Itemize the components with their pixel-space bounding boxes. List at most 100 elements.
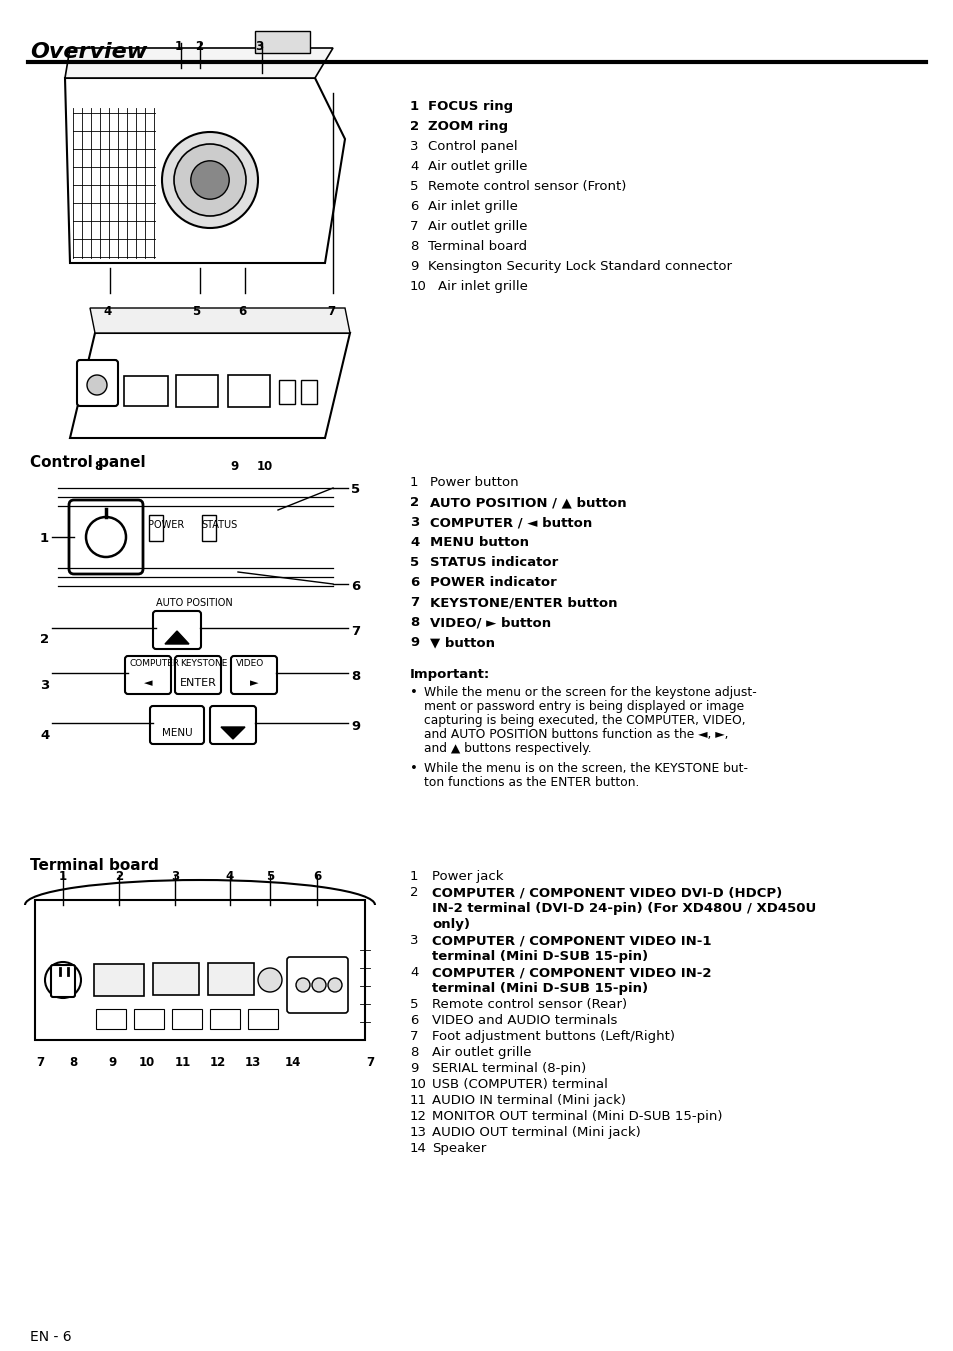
Text: 6: 6 bbox=[410, 1015, 418, 1027]
Text: 3: 3 bbox=[171, 870, 179, 884]
FancyBboxPatch shape bbox=[69, 500, 143, 574]
FancyBboxPatch shape bbox=[210, 1009, 240, 1029]
Text: 1: 1 bbox=[174, 41, 183, 53]
Text: ◄: ◄ bbox=[144, 678, 152, 688]
Text: 13: 13 bbox=[245, 1056, 261, 1069]
Text: 4: 4 bbox=[226, 870, 233, 884]
FancyBboxPatch shape bbox=[202, 515, 215, 540]
Text: 8: 8 bbox=[410, 616, 418, 630]
Text: 4: 4 bbox=[410, 536, 418, 549]
FancyBboxPatch shape bbox=[152, 963, 199, 994]
Text: ►: ► bbox=[250, 678, 258, 688]
Text: ton functions as the ENTER button.: ton functions as the ENTER button. bbox=[423, 775, 639, 789]
Text: While the menu is on the screen, the KEYSTONE but-: While the menu is on the screen, the KEY… bbox=[423, 762, 747, 775]
Text: Air inlet grille: Air inlet grille bbox=[428, 200, 517, 213]
Polygon shape bbox=[70, 332, 350, 438]
Text: STATUS: STATUS bbox=[201, 520, 237, 530]
Text: 10: 10 bbox=[256, 459, 273, 473]
Text: 6: 6 bbox=[410, 576, 418, 589]
Circle shape bbox=[86, 517, 126, 557]
Text: 10: 10 bbox=[139, 1056, 155, 1069]
Text: 6: 6 bbox=[237, 305, 246, 317]
Text: COMPUTER / ◄ button: COMPUTER / ◄ button bbox=[430, 516, 592, 530]
Text: While the menu or the screen for the keystone adjust-: While the menu or the screen for the key… bbox=[423, 686, 756, 698]
Text: terminal (Mini D-SUB 15-pin): terminal (Mini D-SUB 15-pin) bbox=[432, 950, 647, 963]
Text: Air outlet grille: Air outlet grille bbox=[432, 1046, 531, 1059]
Text: 7: 7 bbox=[410, 1029, 418, 1043]
Text: USB (COMPUTER) terminal: USB (COMPUTER) terminal bbox=[432, 1078, 607, 1092]
Text: and ▲ buttons respectively.: and ▲ buttons respectively. bbox=[423, 742, 591, 755]
Text: 5: 5 bbox=[192, 305, 200, 317]
Circle shape bbox=[295, 978, 310, 992]
Text: 1: 1 bbox=[410, 870, 418, 884]
FancyBboxPatch shape bbox=[172, 1009, 202, 1029]
Text: POWER: POWER bbox=[148, 520, 184, 530]
Text: 9: 9 bbox=[410, 636, 418, 648]
Text: 4: 4 bbox=[40, 730, 50, 742]
Text: AUTO POSITION / ▲ button: AUTO POSITION / ▲ button bbox=[430, 496, 626, 509]
Text: KEYSTONE: KEYSTONE bbox=[180, 659, 227, 667]
Text: MENU: MENU bbox=[161, 728, 193, 738]
Text: Power button: Power button bbox=[430, 476, 518, 489]
Text: •: • bbox=[410, 762, 417, 775]
Text: STATUS indicator: STATUS indicator bbox=[430, 557, 558, 569]
Circle shape bbox=[328, 978, 341, 992]
Text: 3: 3 bbox=[410, 141, 418, 153]
Text: ▼ button: ▼ button bbox=[430, 636, 495, 648]
Text: COMPUTER: COMPUTER bbox=[130, 659, 180, 667]
Text: 12: 12 bbox=[210, 1056, 226, 1069]
Text: 6: 6 bbox=[351, 580, 360, 593]
Text: 4: 4 bbox=[410, 966, 418, 979]
Text: POWER indicator: POWER indicator bbox=[430, 576, 557, 589]
Text: Air outlet grille: Air outlet grille bbox=[428, 159, 527, 173]
FancyBboxPatch shape bbox=[94, 965, 144, 996]
Text: 7: 7 bbox=[327, 305, 335, 317]
Text: 3: 3 bbox=[410, 516, 418, 530]
FancyBboxPatch shape bbox=[35, 900, 365, 1040]
FancyBboxPatch shape bbox=[248, 1009, 277, 1029]
Text: 9: 9 bbox=[410, 1062, 418, 1075]
Circle shape bbox=[173, 145, 246, 216]
Text: 9: 9 bbox=[109, 1056, 117, 1069]
Text: 8: 8 bbox=[351, 670, 360, 684]
Text: Control panel: Control panel bbox=[428, 141, 517, 153]
Text: 7: 7 bbox=[366, 1056, 374, 1069]
Text: 5: 5 bbox=[410, 998, 418, 1011]
Text: 8: 8 bbox=[69, 1056, 77, 1069]
FancyBboxPatch shape bbox=[133, 1009, 164, 1029]
Polygon shape bbox=[65, 49, 333, 78]
Text: AUDIO IN terminal (Mini jack): AUDIO IN terminal (Mini jack) bbox=[432, 1094, 625, 1106]
Text: 9: 9 bbox=[351, 720, 359, 734]
FancyBboxPatch shape bbox=[301, 380, 316, 404]
Text: AUTO POSITION: AUTO POSITION bbox=[156, 598, 233, 608]
FancyBboxPatch shape bbox=[77, 359, 118, 407]
Text: 7: 7 bbox=[410, 596, 418, 609]
FancyBboxPatch shape bbox=[287, 957, 348, 1013]
Text: 7: 7 bbox=[410, 220, 418, 232]
Text: Air outlet grille: Air outlet grille bbox=[428, 220, 527, 232]
Text: 2: 2 bbox=[194, 41, 203, 53]
Text: 9: 9 bbox=[410, 259, 418, 273]
FancyBboxPatch shape bbox=[124, 376, 168, 407]
Text: 8: 8 bbox=[93, 459, 102, 473]
Text: 13: 13 bbox=[410, 1125, 427, 1139]
Text: Terminal board: Terminal board bbox=[428, 240, 527, 253]
Text: only): only) bbox=[432, 917, 470, 931]
Text: MENU button: MENU button bbox=[430, 536, 529, 549]
Text: 1: 1 bbox=[410, 100, 418, 113]
Circle shape bbox=[191, 161, 229, 199]
Text: VIDEO and AUDIO terminals: VIDEO and AUDIO terminals bbox=[432, 1015, 617, 1027]
Circle shape bbox=[257, 969, 282, 992]
Text: 2: 2 bbox=[410, 886, 418, 898]
Text: 4: 4 bbox=[410, 159, 418, 173]
Text: 5: 5 bbox=[410, 180, 418, 193]
Circle shape bbox=[45, 962, 81, 998]
Polygon shape bbox=[90, 308, 350, 332]
Text: Air inlet grille: Air inlet grille bbox=[437, 280, 527, 293]
Text: 3: 3 bbox=[254, 41, 263, 53]
Text: 14: 14 bbox=[410, 1142, 426, 1155]
Polygon shape bbox=[65, 78, 345, 263]
Text: COMPUTER / COMPONENT VIDEO IN-2: COMPUTER / COMPONENT VIDEO IN-2 bbox=[432, 966, 711, 979]
Text: 14: 14 bbox=[285, 1056, 301, 1069]
Circle shape bbox=[162, 132, 257, 228]
